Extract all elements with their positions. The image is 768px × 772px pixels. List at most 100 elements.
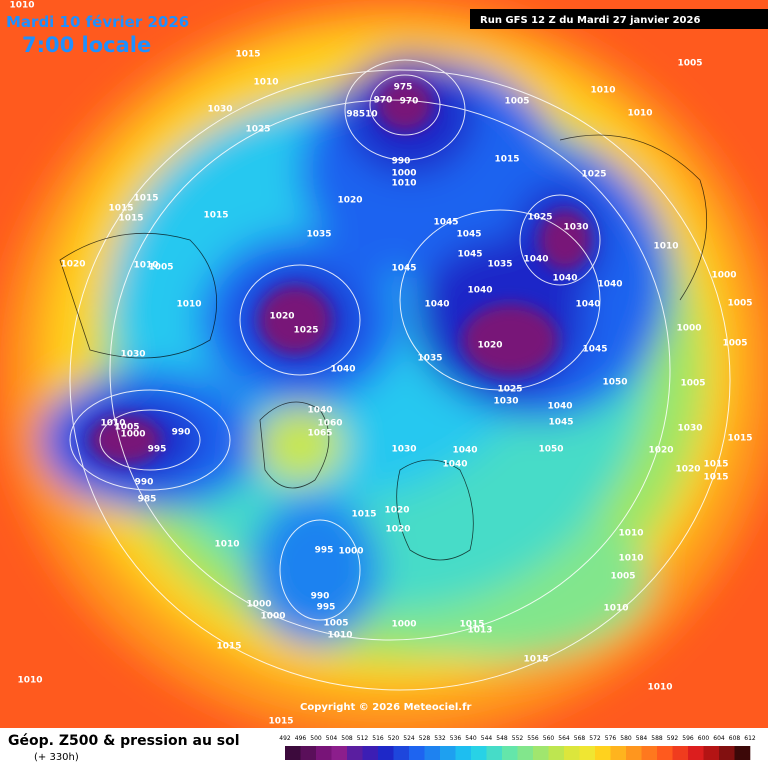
pressure-label: 1010: [627, 109, 652, 119]
pressure-label: 975: [394, 83, 413, 93]
copyright: Copyright © 2026 Meteociel.fr: [300, 702, 471, 713]
scale-swatch: [657, 746, 673, 760]
scale-label: 544: [481, 735, 493, 742]
pressure-label: 1010: [653, 242, 678, 252]
pressure-label: 1050: [602, 378, 627, 388]
scale-swatch: [564, 746, 580, 760]
scale-label: 596: [682, 735, 694, 742]
scale-swatch: [734, 746, 751, 760]
pressure-label: 1030: [563, 223, 588, 233]
pressure-label: 1005: [722, 339, 747, 349]
pressure-label: 1030: [207, 105, 232, 115]
pressure-label: 1020: [337, 196, 362, 206]
pressure-label: 1020: [477, 341, 502, 351]
pressure-label: 1025: [293, 326, 318, 336]
scale-label: 576: [605, 735, 617, 742]
pressure-label: 1000: [246, 600, 271, 610]
scale-swatch: [579, 746, 596, 760]
scale-swatch: [688, 746, 704, 760]
pressure-label: 990: [392, 157, 411, 167]
scale-swatch: [362, 746, 379, 760]
pressure-label: 1005: [323, 619, 348, 629]
pressure-label: 1015: [268, 717, 293, 727]
pressure-label: 1015: [727, 434, 752, 444]
scale-swatch: [285, 746, 301, 760]
scale-swatch: [300, 746, 317, 760]
run-box: [470, 9, 768, 29]
scale-label: 508: [341, 735, 353, 742]
pressure-label: 1065: [307, 429, 332, 439]
pressure-label: 1015: [459, 620, 484, 630]
pressure-label: 1045: [433, 218, 458, 228]
scale-swatch: [378, 746, 394, 760]
scale-swatch: [347, 746, 363, 760]
pressure-label: 1050: [538, 445, 563, 455]
color-scale: 492 496 500 504 508 512 516 520 524 528 532 536 540 5…: [279, 735, 756, 760]
pressure-label: 1005: [114, 423, 139, 433]
scale-swatch: [440, 746, 456, 760]
scale-label: 564: [558, 735, 570, 742]
pressure-label: 990: [172, 428, 191, 438]
pressure-label: 1040: [330, 365, 355, 375]
pressure-label: 1020: [269, 312, 294, 322]
pressure-label: 970: [374, 96, 393, 106]
pressure-label: 1045: [456, 230, 481, 240]
scale-label: 540: [465, 735, 477, 742]
scale-label: 604: [713, 735, 725, 742]
pressure-label: 1000: [711, 271, 736, 281]
scale-swatch: [409, 746, 425, 760]
scale-swatch: [703, 746, 720, 760]
pressure-label: 1020: [648, 446, 673, 456]
pressure-label: 1010: [590, 86, 615, 96]
isobars: [69, 59, 731, 691]
pressure-label: 1040: [467, 286, 492, 296]
pressure-label: 985: [138, 495, 157, 505]
scale-swatch: [486, 746, 503, 760]
pressure-label: 1010: [176, 300, 201, 310]
pressure-label: 1015: [235, 50, 260, 60]
lead-time: (+ 330h): [34, 752, 79, 763]
scale-label: 592: [667, 735, 679, 742]
pressure-label: 1005: [727, 299, 752, 309]
scale-label: 612: [744, 735, 756, 742]
pressure-label: 1010: [647, 683, 672, 693]
scale-label: 532: [434, 735, 446, 742]
pressure-label: 995: [148, 445, 167, 455]
scale-label: 524: [403, 735, 415, 742]
scale-label: 568: [574, 735, 586, 742]
scale-swatch: [641, 746, 658, 760]
scale-label: 520: [388, 735, 400, 742]
pressure-label: 1000: [391, 169, 416, 179]
pressure-label: 1005: [680, 379, 705, 389]
scale-swatch: [502, 746, 518, 760]
scale-label: 600: [698, 735, 710, 742]
pressure-label: 1040: [597, 280, 622, 290]
scale-label: 588: [651, 735, 663, 742]
pressure-label: 1045: [457, 250, 482, 260]
scale-label: 500: [310, 735, 322, 742]
scale-swatch: [393, 746, 410, 760]
pressure-label: 1035: [306, 230, 331, 240]
pressure-label: 970: [400, 97, 419, 107]
pressure-label: 1010: [17, 676, 42, 686]
scale-swatch: [719, 746, 735, 760]
pressure-label: 1000: [120, 430, 145, 440]
pressure-label: 1030: [120, 350, 145, 360]
pressure-label: 1015: [133, 194, 158, 204]
scale-swatch: [610, 746, 627, 760]
pressure-label: 1010: [133, 261, 158, 271]
coastlines: [59, 134, 708, 561]
pressure-label: 1020: [675, 465, 700, 475]
scale-swatch: [455, 746, 472, 760]
scale-swatch: [424, 746, 441, 760]
pressure-label: 1015: [118, 214, 143, 224]
pressure-label: 1040: [552, 274, 577, 284]
pressure-label: 1015: [494, 155, 519, 165]
scale-swatch: [595, 746, 611, 760]
forecast-date: Mardi 10 février 2026: [6, 13, 189, 31]
pressure-label: 1060: [317, 419, 342, 429]
pressure-label: 1040: [547, 402, 572, 412]
pressure-label: 1005: [610, 572, 635, 582]
pressure-label: 98510: [346, 110, 377, 120]
